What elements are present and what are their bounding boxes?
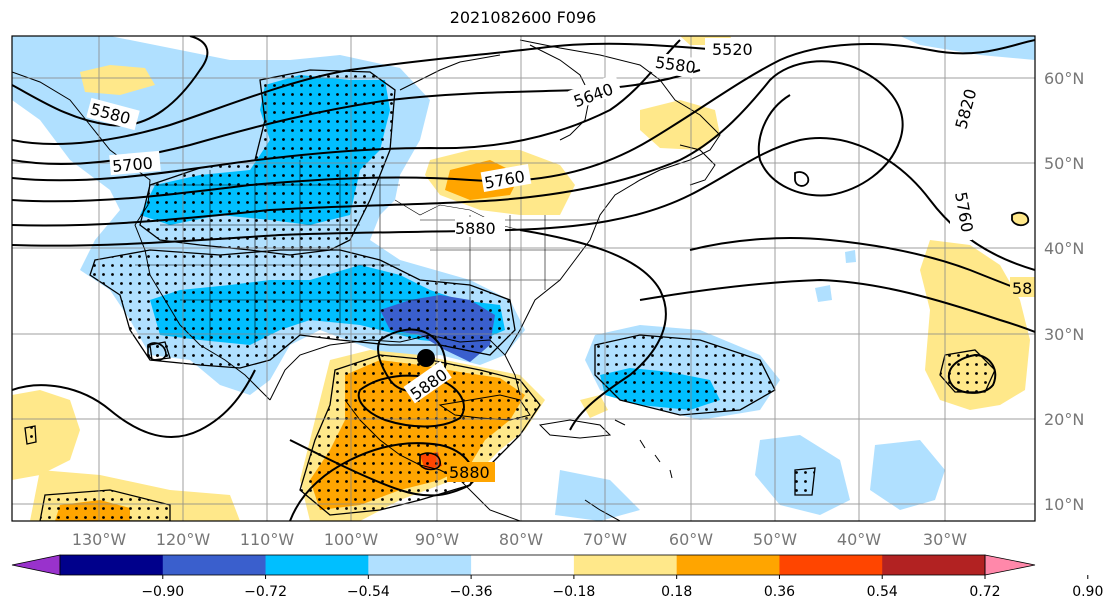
lon-label: 110°W — [240, 530, 295, 549]
lon-label: 50°W — [753, 530, 797, 549]
colorbar-segment — [779, 555, 883, 575]
lon-label: 80°W — [499, 530, 543, 549]
lon-label: 90°W — [415, 530, 459, 549]
colorbar-tick-label: 0.90 — [1072, 584, 1103, 600]
lon-label: 120°W — [156, 530, 211, 549]
lat-label: 30°N — [1044, 325, 1084, 344]
lat-label: 50°N — [1044, 154, 1084, 173]
coastlines — [12, 39, 721, 521]
lon-label: 130°W — [72, 530, 127, 549]
colorbar-extend-high — [984, 554, 1036, 576]
colorbar-frame — [59, 554, 986, 576]
contour-label: 5700 — [111, 153, 153, 175]
longitude-labels: 130°W 120°W 110°W 100°W 90°W 80°W 70°W 6… — [72, 530, 967, 549]
lat-label: 60°N — [1044, 69, 1084, 88]
graticule — [12, 36, 1035, 521]
lon-label: 60°W — [669, 530, 713, 549]
lon-label: 30°W — [923, 530, 967, 549]
colorbar-tick-label: 0.54 — [867, 584, 898, 600]
contour-label: 5880 — [449, 463, 490, 482]
lat-label: 40°N — [1044, 239, 1084, 258]
colorbar-segment — [265, 555, 369, 575]
colorbar-tick-label: 0.18 — [661, 584, 692, 600]
map-border — [11, 35, 1036, 522]
colorbar-extend-low — [11, 554, 61, 576]
colorbar-tick-label: −0.54 — [347, 584, 390, 600]
latitude-labels: 60°N 50°N 40°N 30°N 20°N 10°N — [1044, 69, 1084, 514]
contour-label: 5880 — [455, 219, 496, 238]
contour-label: 58 — [1012, 279, 1032, 298]
chart-title: 2021082600 F096 — [449, 8, 597, 27]
colorbar-tick-label: −0.90 — [141, 584, 184, 600]
colorbar-segment — [162, 555, 267, 575]
colorbar-segment — [60, 555, 164, 575]
colorbar-tick-label: 0.72 — [969, 584, 1000, 600]
map-area: 5520 5580 5640 5580 5700 5760 5820 5760 … — [12, 36, 1035, 521]
lon-label: 70°W — [583, 530, 627, 549]
storm-position-marker — [417, 349, 435, 367]
lon-label: 100°W — [324, 530, 379, 549]
colorbar-tick-label: 0.36 — [764, 584, 795, 600]
contour-label: 5520 — [712, 40, 753, 59]
colorbar-segment — [471, 555, 575, 575]
colorbar-segment — [882, 555, 986, 575]
colorbar-tick-label: −0.36 — [450, 584, 493, 600]
colorbar-tick-label: −0.18 — [552, 584, 595, 600]
colorbar-tick-label: −0.72 — [244, 584, 287, 600]
colorbar: −0.90 −0.72 −0.54 −0.36 −0.18 0.18 0.36 0.54 0.7… — [11, 554, 1103, 600]
lon-label: 40°W — [837, 530, 881, 549]
lat-label: 20°N — [1044, 410, 1084, 429]
colorbar-segment — [368, 555, 472, 575]
colorbar-segment — [676, 555, 780, 575]
colorbar-segment — [573, 555, 678, 575]
lat-label: 10°N — [1044, 495, 1084, 514]
